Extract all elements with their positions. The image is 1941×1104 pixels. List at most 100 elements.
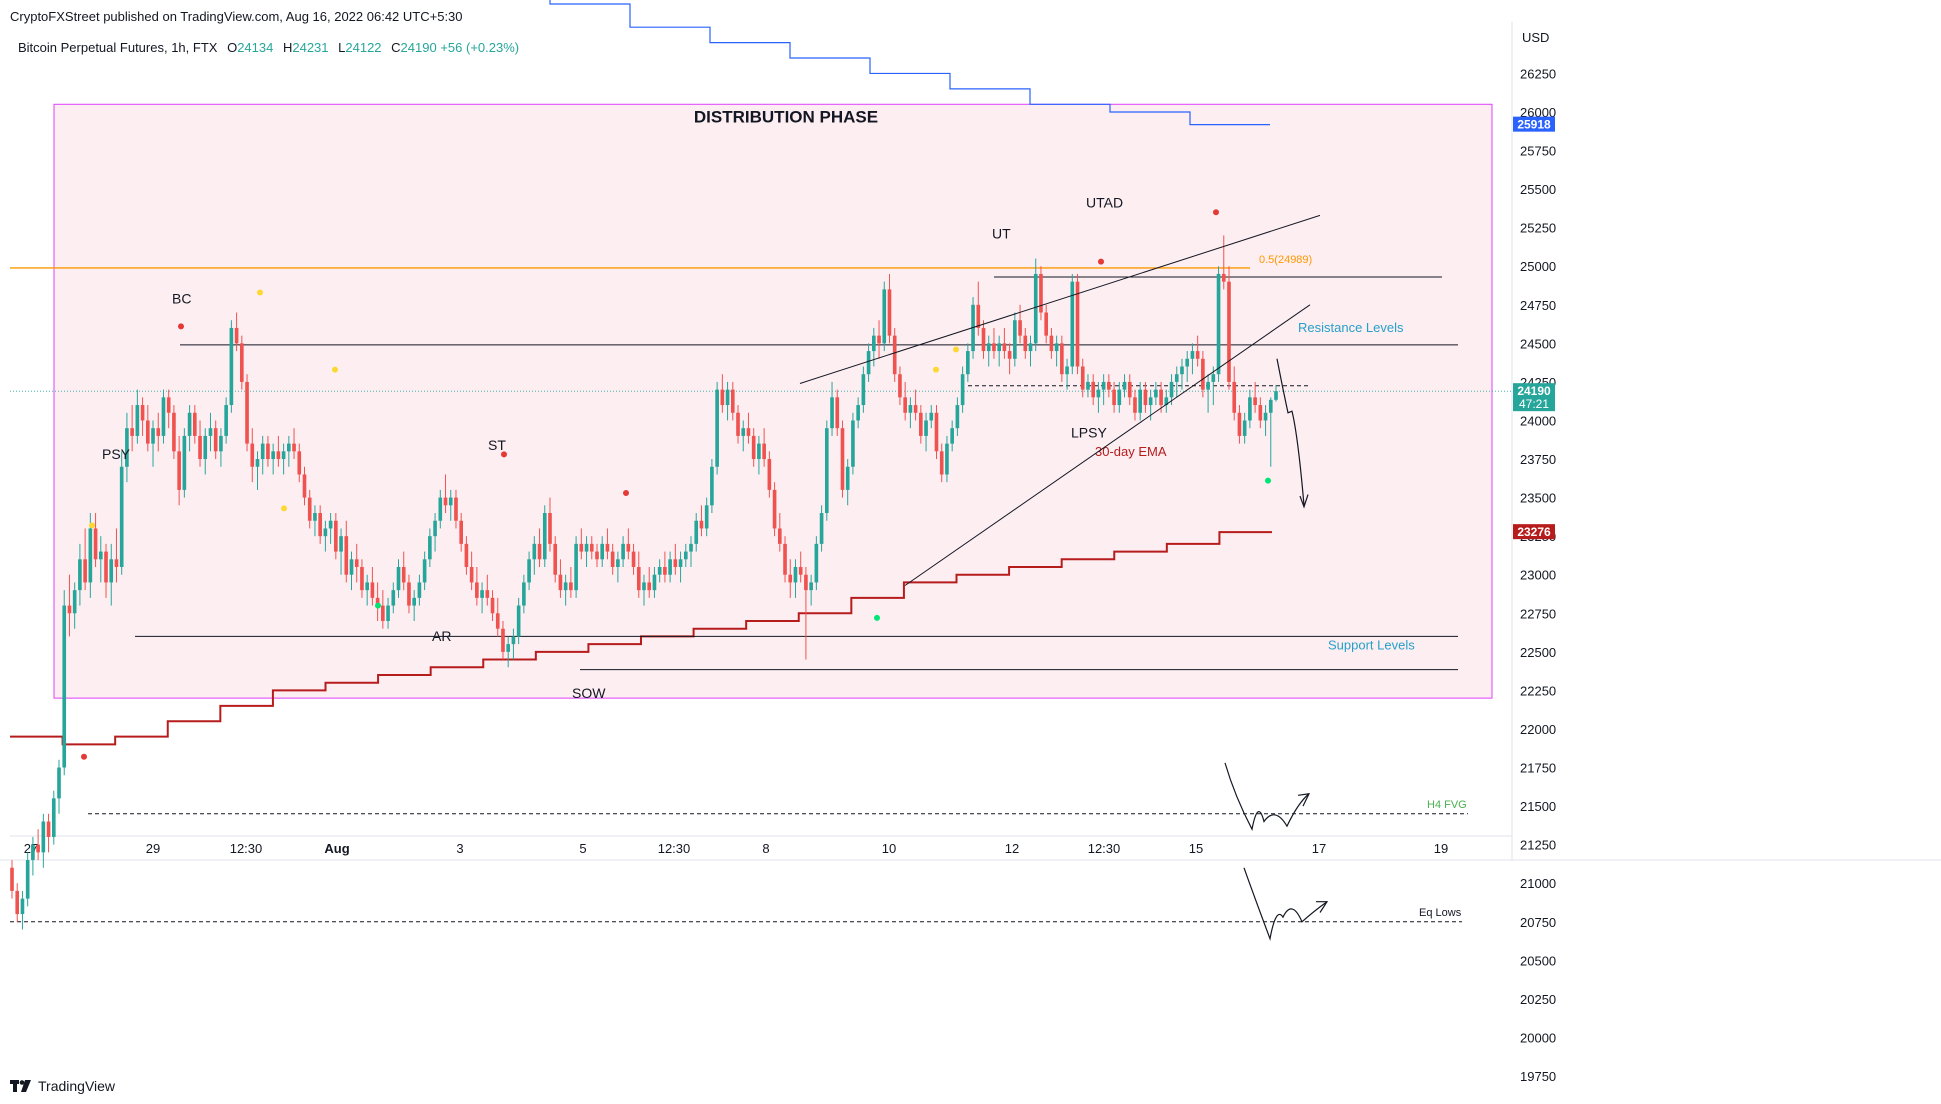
fib-level-label: 0.5(24989)	[1259, 254, 1312, 266]
candle-body	[83, 559, 87, 583]
candle-body	[584, 543, 589, 552]
candle-body	[898, 374, 902, 398]
candle-body	[757, 443, 761, 460]
candle-body	[814, 543, 819, 583]
candle-body	[861, 374, 866, 406]
candle-body	[501, 628, 505, 652]
tradingview-brand[interactable]: TradingView	[38, 1078, 116, 1094]
candle-body	[704, 505, 709, 529]
candle-body	[114, 559, 119, 568]
close-value: 24190	[400, 40, 437, 55]
candle-body	[422, 559, 427, 583]
candle-body	[767, 459, 772, 490]
candle-body	[1054, 343, 1059, 352]
candle-body	[522, 582, 526, 606]
candle-body	[1044, 312, 1049, 336]
candle-body	[1242, 420, 1247, 436]
candle-body	[401, 567, 406, 583]
y-tick-label: 24500	[1520, 336, 1556, 351]
candle-body	[516, 605, 521, 637]
candle-body	[1263, 412, 1268, 421]
candle-body	[777, 528, 782, 544]
candle-body	[41, 821, 46, 853]
candle-body	[1164, 397, 1169, 406]
signal-dot	[257, 289, 263, 296]
change-value: +56 (+0.23%)	[440, 40, 520, 55]
symbol-name[interactable]: Bitcoin Perpetual Futures, 1h, FTX	[18, 40, 218, 55]
x-tick-label: 12:30	[1088, 841, 1121, 856]
y-tick-label: 21500	[1520, 799, 1556, 814]
projection-arrow-1	[1276, 358, 1305, 506]
candle-body	[1065, 366, 1069, 375]
projection-arrow-2	[1224, 762, 1310, 832]
zone-title: DISTRIBUTION PHASE	[694, 107, 878, 126]
open-label: O	[227, 40, 238, 55]
candle-body	[245, 381, 249, 444]
y-tick-label: 24000	[1520, 413, 1556, 428]
candle-body	[1122, 381, 1127, 390]
candle-body	[145, 420, 150, 444]
publisher-line: CryptoFXStreet published on TradingView.…	[10, 9, 463, 24]
candle-body	[934, 412, 939, 452]
y-tick-label: 26000	[1520, 105, 1556, 120]
candle-body	[1174, 374, 1179, 382]
candle-body	[130, 428, 134, 436]
ema-label: 30-day EMA	[1095, 444, 1167, 459]
candle-body	[527, 559, 531, 583]
candle-body	[1211, 374, 1216, 382]
signal-dot	[623, 489, 629, 496]
candle-body	[903, 397, 907, 413]
candle-body	[960, 374, 965, 406]
candle-body	[537, 543, 542, 560]
candle-body	[15, 890, 20, 915]
annotation-st: ST	[488, 437, 506, 453]
candle-body	[1086, 381, 1090, 390]
candle-body	[328, 520, 333, 529]
blue-step-line	[549, 0, 1270, 126]
candle-body	[945, 443, 949, 475]
candle-body	[156, 428, 161, 436]
candle-body	[1080, 366, 1085, 390]
candle-body	[67, 605, 72, 614]
x-tick-label: 12:30	[658, 841, 691, 856]
x-tick-label: 27	[24, 841, 38, 856]
candle-body	[490, 597, 495, 614]
candle-body	[809, 582, 813, 591]
price-badge	[1513, 524, 1555, 540]
candle-body	[381, 605, 385, 621]
candle-body	[746, 428, 751, 436]
x-tick-label: 10	[882, 841, 896, 856]
candle-body	[1248, 397, 1252, 421]
candle-body	[1148, 397, 1153, 406]
wedge-upper-line	[799, 214, 1321, 384]
candle-body	[318, 513, 322, 537]
candle-body	[1007, 351, 1012, 359]
candle-body	[1154, 389, 1158, 398]
signal-dot	[81, 753, 87, 760]
y-tick-label: 22500	[1520, 645, 1556, 660]
candle-body	[610, 551, 615, 568]
candle-body	[36, 844, 40, 853]
candle-body	[558, 574, 563, 591]
candle-body	[569, 582, 573, 591]
signal-dot	[178, 323, 184, 330]
candle-body	[255, 459, 260, 467]
candle-body	[683, 551, 688, 560]
candle-body	[166, 397, 171, 413]
candle-body	[25, 860, 30, 899]
candle-body	[292, 443, 296, 452]
y-tick-label: 22750	[1520, 606, 1556, 621]
y-tick-label: 22000	[1520, 722, 1556, 737]
candle-body	[929, 412, 934, 421]
annotation-sow: SOW	[572, 685, 606, 701]
candle-body	[62, 605, 67, 768]
candle-body	[1159, 389, 1163, 406]
x-tick-label: 5	[579, 841, 586, 856]
price-badge-countdown: 47:21	[1519, 397, 1549, 411]
candle-body	[396, 567, 401, 591]
candle-body	[1023, 335, 1028, 352]
candle-body	[234, 327, 239, 344]
candle-body	[224, 405, 228, 436]
open-value: 24134	[237, 40, 274, 55]
